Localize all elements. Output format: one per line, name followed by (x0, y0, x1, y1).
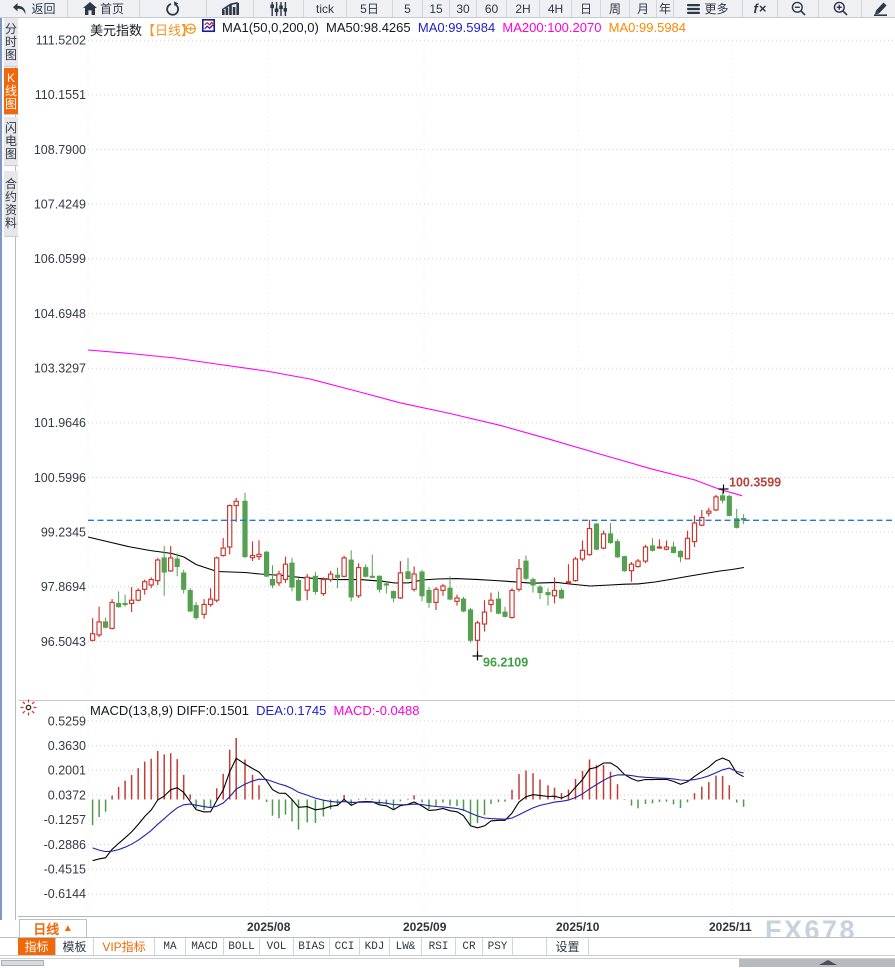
svg-text:0.5259: 0.5259 (48, 714, 86, 728)
svg-text:110.1551: 110.1551 (35, 88, 86, 102)
svg-text:111.5202: 111.5202 (36, 34, 86, 48)
svg-text:100.3599: 100.3599 (729, 476, 781, 490)
svg-text:-0.2886: -0.2886 (44, 838, 86, 852)
svg-text:96.2109: 96.2109 (483, 656, 528, 670)
svg-text:96.5043: 96.5043 (41, 635, 86, 649)
svg-text:106.0599: 106.0599 (34, 252, 86, 266)
svg-text:0.3630: 0.3630 (48, 739, 86, 753)
svg-text:97.8694: 97.8694 (41, 580, 86, 594)
svg-text:101.9646: 101.9646 (34, 416, 86, 430)
svg-text:-0.6144: -0.6144 (44, 887, 86, 901)
svg-text:-0.4515: -0.4515 (44, 863, 86, 877)
svg-text:103.3297: 103.3297 (34, 362, 86, 376)
svg-text:-0.1257: -0.1257 (44, 813, 86, 827)
svg-text:99.2345: 99.2345 (41, 525, 86, 539)
svg-text:100.5996: 100.5996 (34, 471, 86, 485)
svg-text:0.2001: 0.2001 (48, 764, 86, 778)
svg-text:107.4249: 107.4249 (34, 198, 86, 212)
svg-text:104.6948: 104.6948 (34, 307, 86, 321)
svg-text:108.7900: 108.7900 (34, 143, 86, 157)
svg-text:0.0372: 0.0372 (48, 788, 86, 802)
